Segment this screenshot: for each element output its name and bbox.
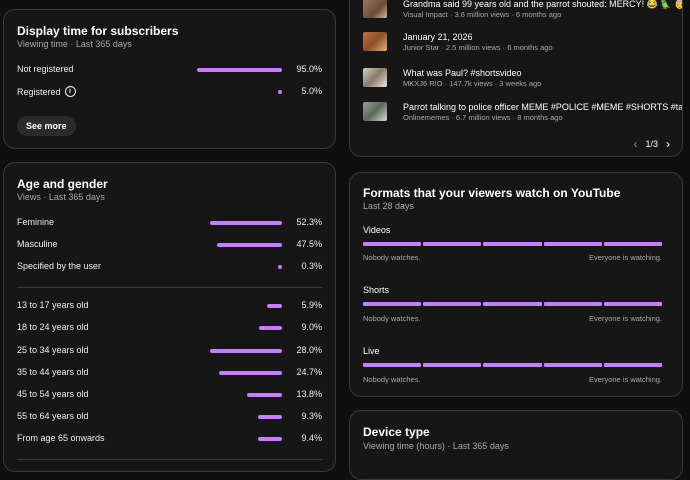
video-item[interactable]: Parrot talking to police officer MEME #P… bbox=[363, 102, 682, 128]
row-bar bbox=[258, 415, 282, 419]
video-title[interactable]: Grandma said 99 years old and the parrot… bbox=[403, 0, 683, 9]
format-bar-live bbox=[363, 363, 663, 367]
video-thumbnail bbox=[363, 0, 387, 18]
age-row: 45 to 54 years old 13.8% bbox=[17, 388, 322, 402]
age-gender-card: Age and gender Views · Last 365 days Fem… bbox=[3, 162, 336, 472]
age-row: 35 to 44 years old 24.7% bbox=[17, 366, 322, 380]
age-row: From age 65 onwards 9.4% bbox=[17, 432, 322, 446]
row-percent: 52.3% bbox=[296, 217, 322, 227]
gender-row-masculine: Masculine 47.5% bbox=[17, 238, 322, 252]
row-bar bbox=[218, 371, 282, 375]
row-label: Specified by the user bbox=[17, 261, 102, 271]
chevron-right-icon[interactable]: › bbox=[666, 137, 670, 151]
subscriber-row-registered: Registered i 5.0% bbox=[17, 85, 322, 99]
page-indicator: 1/3 bbox=[645, 139, 658, 149]
row-bar bbox=[257, 437, 282, 441]
pagination: ‹ 1/3 › bbox=[633, 137, 670, 151]
row-label: 55 to 64 years old bbox=[17, 411, 89, 421]
gender-row-user-specified: Specified by the user 0.3% bbox=[17, 260, 322, 274]
age-gender-title: Age and gender bbox=[17, 177, 108, 191]
format-bar-videos bbox=[363, 242, 663, 246]
age-row: 55 to 64 years old 9.3% bbox=[17, 410, 322, 424]
device-card: Device type Viewing time (hours) · Last … bbox=[349, 410, 683, 480]
age-row: 25 to 34 years old 28.0% bbox=[17, 344, 322, 358]
row-bar bbox=[216, 243, 282, 247]
format-label-live: Live bbox=[363, 346, 380, 356]
video-title[interactable]: What was Paul? #shortsvideo bbox=[403, 68, 522, 78]
row-percent: 13.8% bbox=[296, 389, 322, 399]
row-bar bbox=[246, 393, 282, 397]
format-min-label: Nobody watches. bbox=[363, 375, 421, 384]
format-min-label: Nobody watches. bbox=[363, 314, 421, 323]
row-percent: 5.9% bbox=[301, 300, 322, 310]
row-label: 13 to 17 years old bbox=[17, 300, 89, 310]
chevron-left-icon[interactable]: ‹ bbox=[633, 137, 638, 151]
formats-subtitle: Last 28 days bbox=[363, 201, 415, 211]
row-percent: 28.0% bbox=[296, 345, 322, 355]
row-bar bbox=[210, 349, 282, 353]
section-divider bbox=[17, 459, 322, 460]
video-title[interactable]: January 21, 2026 bbox=[403, 32, 473, 42]
video-item[interactable]: January 21, 2026 Junior Star · 2.5 milli… bbox=[363, 32, 669, 58]
row-percent: 5.0% bbox=[301, 86, 322, 96]
format-bar-shorts bbox=[363, 302, 663, 306]
row-label: Masculine bbox=[17, 239, 58, 249]
gender-row-feminine: Feminine 52.3% bbox=[17, 216, 322, 230]
row-label: Registered bbox=[17, 86, 61, 97]
row-bar bbox=[277, 90, 282, 94]
row-percent: 47.5% bbox=[296, 239, 322, 249]
video-thumbnail bbox=[363, 68, 387, 87]
age-gender-subtitle: Views · Last 365 days bbox=[17, 192, 105, 202]
section-divider bbox=[17, 287, 322, 288]
subscribers-title: Display time for subscribers bbox=[17, 24, 179, 38]
row-label: Feminine bbox=[17, 217, 55, 227]
video-meta: MKXJ6 RIO · 147.7k views · 3 weeks ago bbox=[403, 79, 542, 88]
videos-card: Grandma said 99 years old and the parrot… bbox=[349, 0, 683, 157]
row-label: 18 to 24 years old bbox=[17, 322, 89, 332]
device-title: Device type bbox=[363, 425, 430, 439]
age-row: 13 to 17 years old 5.9% bbox=[17, 299, 322, 313]
row-bar bbox=[258, 326, 282, 330]
row-label: 25 to 34 years old bbox=[17, 345, 89, 355]
video-item[interactable]: What was Paul? #shortsvideo MKXJ6 RIO · … bbox=[363, 68, 669, 94]
subscribers-subtitle: Viewing time · Last 365 days bbox=[17, 39, 132, 49]
video-thumbnail bbox=[363, 32, 387, 51]
row-bar bbox=[266, 304, 282, 308]
video-meta: Visual Impact · 3.6 million views · 6 mo… bbox=[403, 10, 562, 19]
row-percent: 9.0% bbox=[301, 322, 322, 332]
row-bar bbox=[210, 221, 282, 225]
row-label: Not registered bbox=[17, 64, 74, 74]
video-title[interactable]: Parrot talking to police officer MEME #P… bbox=[403, 102, 683, 112]
format-max-label: Everyone is watching. bbox=[589, 253, 662, 262]
formats-title: Formats that your viewers watch on YouTu… bbox=[363, 186, 621, 200]
row-label-wrap: Registered i bbox=[17, 86, 76, 97]
row-bar bbox=[278, 265, 282, 269]
info-icon[interactable]: i bbox=[64, 86, 76, 97]
row-label: 35 to 44 years old bbox=[17, 367, 89, 377]
row-percent: 9.3% bbox=[301, 411, 322, 421]
formats-card: Formats that your viewers watch on YouTu… bbox=[349, 172, 683, 397]
video-meta: Onlinememes · 6.7 million views · 8 mont… bbox=[403, 113, 563, 122]
format-max-label: Everyone is watching. bbox=[589, 314, 662, 323]
video-thumbnail bbox=[363, 102, 387, 121]
format-max-label: Everyone is watching. bbox=[589, 375, 662, 384]
subscriber-row-not-registered: Not registered 95.0% bbox=[17, 63, 322, 77]
video-meta: Junior Star · 2.5 million views · 6 mont… bbox=[403, 43, 553, 52]
format-label-videos: Videos bbox=[363, 225, 391, 235]
row-bar bbox=[197, 68, 282, 72]
see-more-button[interactable]: See more bbox=[17, 116, 76, 136]
age-row: 18 to 24 years old 9.0% bbox=[17, 321, 322, 335]
format-label-shorts: Shorts bbox=[363, 285, 390, 295]
row-label: 45 to 54 years old bbox=[17, 389, 89, 399]
device-subtitle: Viewing time (hours) · Last 365 days bbox=[363, 441, 509, 451]
row-percent: 9.4% bbox=[301, 433, 322, 443]
format-min-label: Nobody watches. bbox=[363, 253, 421, 262]
row-percent: 95.0% bbox=[296, 64, 322, 74]
subscribers-card: Display time for subscribers Viewing tim… bbox=[3, 9, 336, 149]
row-percent: 24.7% bbox=[296, 367, 322, 377]
row-label: From age 65 onwards bbox=[17, 433, 105, 443]
row-percent: 0.3% bbox=[301, 261, 322, 271]
video-item[interactable]: Grandma said 99 years old and the parrot… bbox=[363, 0, 682, 25]
